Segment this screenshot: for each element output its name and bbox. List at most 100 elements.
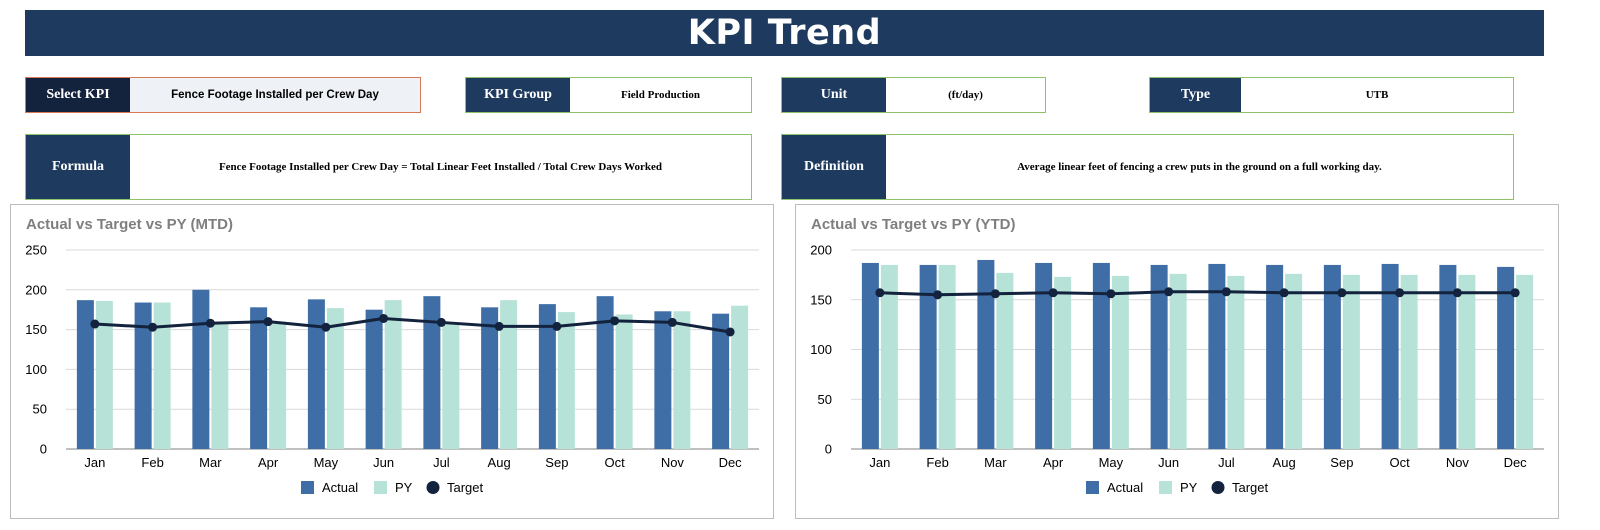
bar-py xyxy=(153,302,171,449)
target-point xyxy=(436,317,446,327)
legend-actual-label: Actual xyxy=(1107,480,1143,495)
bar-actual xyxy=(654,311,672,449)
bar-actual xyxy=(1092,262,1110,449)
y-tick-label: 200 xyxy=(25,282,47,297)
bar-py xyxy=(673,311,691,449)
bar-py xyxy=(996,272,1014,449)
y-tick-label: 250 xyxy=(25,243,47,258)
bar-py xyxy=(1285,273,1303,449)
target-point xyxy=(875,288,885,298)
x-tick-label: Oct xyxy=(605,455,626,470)
type-field: Type UTB xyxy=(1149,77,1514,113)
x-tick-label: Jun xyxy=(373,455,394,470)
bar-py xyxy=(1458,274,1476,449)
target-point xyxy=(148,322,158,332)
unit-label: Unit xyxy=(782,78,886,112)
unit-field: Unit (ft/day) xyxy=(781,77,1046,113)
bar-py xyxy=(384,300,402,449)
x-tick-label: Nov xyxy=(661,455,685,470)
x-tick-label: Sep xyxy=(545,455,568,470)
mtd-chart: Actual vs Target vs PY (MTD) 0 50 100 150 200… xyxy=(25,216,759,495)
select-kpi-dropdown[interactable]: Fence Footage Installed per Crew Day xyxy=(130,78,420,112)
bar-actual xyxy=(481,307,499,449)
x-tick-label: Jul xyxy=(1218,455,1235,470)
mtd-chart-card: Actual vs Target vs PY (MTD) 0 50 100 150 200… xyxy=(10,204,774,519)
kpi-group-value: Field Production xyxy=(621,89,700,101)
target-point xyxy=(1452,288,1462,298)
legend-target-swatch xyxy=(426,481,440,494)
x-tick-label: Dec xyxy=(719,455,743,470)
legend-py-label: PY xyxy=(1180,480,1198,495)
target-point xyxy=(1164,287,1174,297)
y-tick-label: 0 xyxy=(40,442,47,457)
target-point xyxy=(1106,289,1116,299)
x-tick-label: Mar xyxy=(984,455,1007,470)
bar-py xyxy=(1054,276,1072,449)
target-point xyxy=(1221,287,1231,297)
bar-py xyxy=(500,300,518,449)
select-kpi-label: Select KPI xyxy=(26,78,130,112)
bar-py xyxy=(1342,274,1360,449)
definition-field: Definition Average linear feet of fencin… xyxy=(781,134,1514,200)
bar-py xyxy=(95,300,113,449)
legend-py-label: PY xyxy=(395,480,413,495)
bar-actual xyxy=(1381,263,1399,449)
bar-actual xyxy=(538,304,556,449)
chart-title: Actual vs Target vs PY (YTD) xyxy=(811,216,1016,233)
legend-py-swatch xyxy=(1159,481,1172,494)
x-tick-label: Mar xyxy=(199,455,222,470)
bar-py xyxy=(615,314,633,449)
x-tick-label: Dec xyxy=(1504,455,1528,470)
bar-py xyxy=(731,305,749,449)
bar-py xyxy=(1400,274,1418,449)
x-tick-label: Oct xyxy=(1390,455,1411,470)
bar-py xyxy=(938,264,956,449)
y-tick-label: 100 xyxy=(25,362,47,377)
x-tick-label: Apr xyxy=(258,455,279,470)
chart-title: Actual vs Target vs PY (MTD) xyxy=(26,216,233,233)
ytd-chart-card: Actual vs Target vs PY (YTD) 0 50 100 150 200… xyxy=(795,204,1559,519)
y-tick-label: 50 xyxy=(818,392,832,407)
legend-actual-swatch xyxy=(1086,481,1099,494)
target-line xyxy=(94,316,731,334)
bar-actual xyxy=(307,299,325,449)
x-tick-label: Aug xyxy=(1273,455,1296,470)
formula-field: Formula Fence Footage Installed per Crew… xyxy=(25,134,752,200)
bar-py xyxy=(557,312,575,449)
unit-value: (ft/day) xyxy=(948,89,983,101)
target-point xyxy=(1048,288,1058,298)
bar-py xyxy=(880,264,898,449)
page-title-bar: KPI Trend xyxy=(25,10,1544,56)
target-point xyxy=(990,289,1000,299)
type-label: Type xyxy=(1150,78,1241,112)
bar-actual xyxy=(919,264,937,449)
legend-target-label: Target xyxy=(447,480,484,495)
bar-py xyxy=(211,321,229,449)
formula-value: Fence Footage Installed per Crew Day = T… xyxy=(218,161,663,173)
target-point xyxy=(933,290,943,300)
bar-py xyxy=(326,308,344,449)
definition-value: Average linear feet of fencing a crew pu… xyxy=(1017,161,1382,173)
bar-actual xyxy=(423,296,441,449)
legend-target-label: Target xyxy=(1232,480,1269,495)
target-point xyxy=(1337,288,1347,298)
target-point xyxy=(494,321,504,331)
x-tick-label: Jul xyxy=(433,455,450,470)
formula-label: Formula xyxy=(26,135,130,199)
target-point xyxy=(552,321,562,331)
select-kpi-field[interactable]: Select KPI Fence Footage Installed per C… xyxy=(25,77,421,113)
kpi-group-label: KPI Group xyxy=(466,78,570,112)
bar-actual xyxy=(1439,264,1457,449)
bar-actual xyxy=(1150,264,1168,449)
y-tick-label: 200 xyxy=(810,243,832,258)
bar-actual xyxy=(596,296,614,449)
bar-actual xyxy=(861,262,879,449)
ytd-chart: Actual vs Target vs PY (YTD) 0 50 100 150 200… xyxy=(810,216,1544,495)
x-tick-label: Nov xyxy=(1446,455,1470,470)
target-point xyxy=(205,318,215,328)
page-title: KPI Trend xyxy=(687,13,882,53)
bar-actual xyxy=(1208,263,1226,449)
x-tick-label: Aug xyxy=(488,455,511,470)
bar-actual xyxy=(76,300,94,449)
target-line xyxy=(879,290,1516,297)
